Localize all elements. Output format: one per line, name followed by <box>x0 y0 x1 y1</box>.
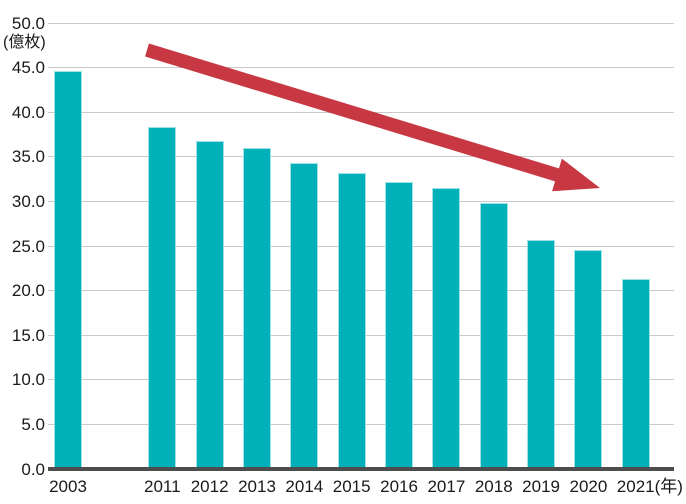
bar-2020 <box>574 250 603 469</box>
trend-arrow-head <box>552 158 600 192</box>
bar-2003 <box>54 71 82 469</box>
x-axis-label-2018: 2018 <box>474 477 513 496</box>
y-tick-label-25.0: 25.0 <box>11 236 45 256</box>
x-axis-label-2015: 2015 <box>332 477 371 496</box>
bar-2012 <box>195 140 224 469</box>
x-axis-label-2012: 2012 <box>190 477 229 496</box>
y-tick-label-10.0: 10.0 <box>11 370 45 390</box>
y-tick-label-30.0: 30.0 <box>11 191 45 211</box>
bar-2017 <box>432 188 461 469</box>
bar-2014 <box>290 163 319 469</box>
x-axis-label-2013: 2013 <box>238 477 276 496</box>
y-axis-unit-label: (億枚) <box>3 34 46 51</box>
x-axis-label-2020: 2020 <box>569 477 608 496</box>
bar-2011 <box>148 127 177 469</box>
y-tick-label-5.0: 5.0 <box>21 414 45 434</box>
y-tick-label-50.0: 50.0 <box>11 13 45 33</box>
y-tick-label-45.0: 45.0 <box>11 58 45 78</box>
x-axis-label-2016: 2016 <box>380 477 418 496</box>
x-axis-line <box>48 467 674 471</box>
x-axis-label-2011: 2011 <box>144 477 181 496</box>
y-tick-label-20.0: 20.0 <box>11 281 45 301</box>
bar-2013 <box>243 147 271 469</box>
gridline-40.0 <box>48 111 674 113</box>
bar-2019 <box>527 239 556 469</box>
y-tick-label-35.0: 35.0 <box>11 147 45 167</box>
bar-2018 <box>479 203 508 469</box>
bar-2015 <box>337 172 366 469</box>
gridline-50.0 <box>48 22 674 24</box>
x-axis-label-2017: 2017 <box>427 477 466 496</box>
y-tick-label-40.0: 40.0 <box>11 102 45 122</box>
x-axis-label-2019: 2019 <box>522 477 560 496</box>
x-axis-label-2003: 2003 <box>49 477 87 496</box>
x-axis-label-2014: 2014 <box>285 477 324 496</box>
bar-2021 <box>621 279 650 469</box>
x-axis-label-2021: 2021(年) <box>616 477 683 496</box>
bar-2016 <box>385 181 414 469</box>
gridline-45.0 <box>48 67 674 69</box>
y-tick-label-0.0: 0.0 <box>21 459 45 479</box>
y-tick-label-15.0: 15.0 <box>11 325 45 345</box>
gridline-35.0 <box>48 156 674 158</box>
